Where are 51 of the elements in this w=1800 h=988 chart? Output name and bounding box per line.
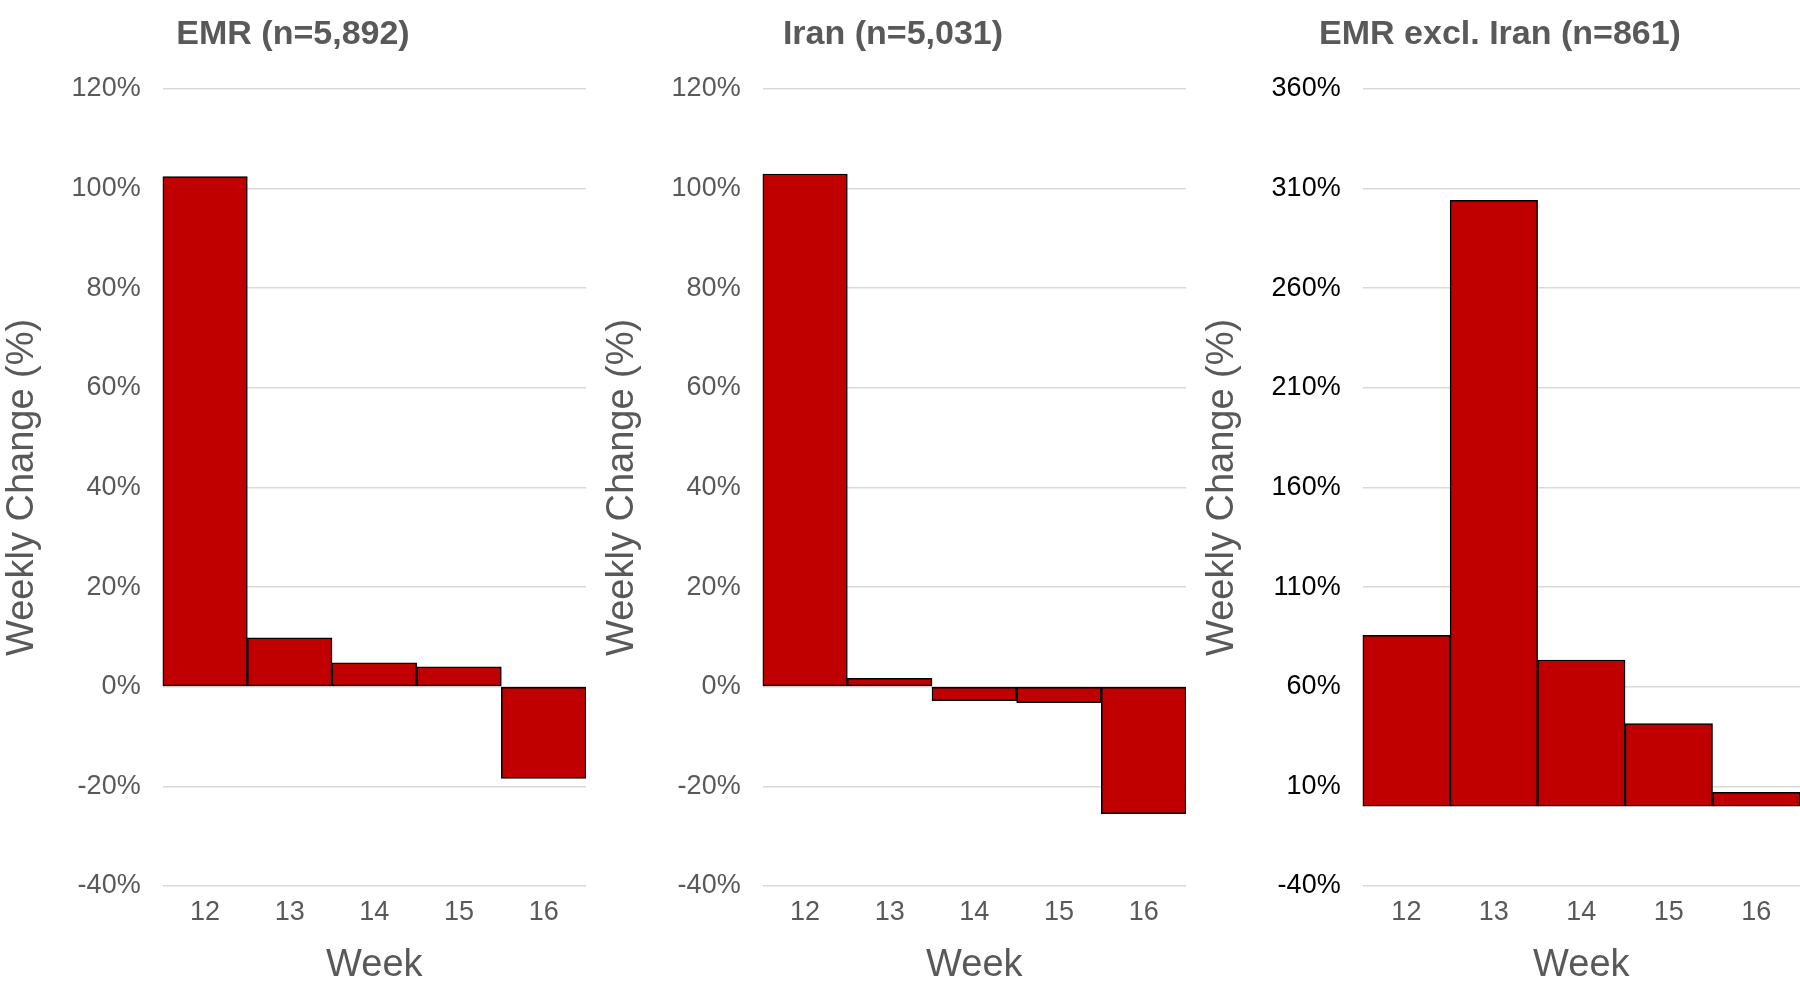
chart-title: Iran (n=5,031)	[782, 12, 1004, 51]
y-tick-label: 10%	[1286, 769, 1341, 800]
y-tick-label: 40%	[86, 470, 141, 501]
x-tick-label: 15	[1043, 895, 1075, 926]
chart-title: EMR excl. Iran (n=861)	[1319, 12, 1681, 51]
x-tick-label: 12	[789, 895, 821, 926]
y-tick-label: -20%	[77, 769, 141, 800]
y-tick-label: 0%	[701, 670, 741, 701]
x-tick-label: 15	[443, 895, 475, 926]
x-tick-label: 13	[1478, 895, 1509, 926]
x-tick-label: 12	[189, 895, 221, 926]
x-tick-label: 14	[359, 895, 390, 926]
y-tick-label: 0%	[101, 670, 141, 701]
x-tick-label: 14	[959, 895, 990, 926]
y-tick-label: -40%	[677, 869, 741, 900]
x-tick-label: 16	[1128, 895, 1159, 926]
y-tick-label: 110%	[1273, 570, 1341, 601]
y-tick-label: 20%	[686, 570, 741, 601]
x-axis-title: Week	[926, 941, 1024, 984]
x-tick-label: 16	[1741, 895, 1772, 926]
y-tick-label: 20%	[86, 570, 141, 601]
y-tick-label: 120%	[671, 72, 741, 103]
x-tick-label: 14	[1566, 895, 1597, 926]
y-tick-label: 100%	[671, 171, 741, 202]
y-tick-label: 120%	[71, 72, 141, 103]
x-axis-title: Week	[1533, 941, 1631, 984]
y-tick-label: 80%	[686, 271, 741, 302]
x-tick-label: 13	[874, 895, 905, 926]
y-tick-label: -40%	[1277, 869, 1341, 900]
y-tick-label: 160%	[1271, 470, 1341, 501]
y-tick-label: 100%	[71, 171, 141, 202]
y-tick-label: 40%	[686, 470, 741, 501]
y-axis-title: Weekly Change (%)	[599, 318, 642, 657]
y-tick-label: 260%	[1271, 271, 1341, 302]
y-tick-label: -40%	[77, 869, 141, 900]
y-tick-label: 210%	[1271, 371, 1341, 402]
x-tick-label: 13	[274, 895, 305, 926]
y-tick-label: 60%	[686, 371, 741, 402]
x-axis-title: Week	[326, 941, 424, 984]
y-tick-label: -20%	[677, 769, 741, 800]
x-tick-label: 12	[1391, 895, 1422, 926]
y-axis-title: Weekly Change (%)	[0, 318, 42, 657]
y-tick-label: 80%	[86, 271, 141, 302]
x-tick-label: 16	[528, 895, 559, 926]
chart-title: EMR (n=5,892)	[176, 12, 410, 51]
y-tick-label: 60%	[86, 371, 141, 402]
y-tick-label: 60%	[1286, 670, 1341, 701]
y-tick-label: 310%	[1271, 171, 1341, 202]
x-tick-label: 15	[1653, 895, 1684, 926]
y-axis-title: Weekly Change (%)	[1199, 318, 1242, 657]
y-tick-label: 360%	[1271, 72, 1341, 103]
